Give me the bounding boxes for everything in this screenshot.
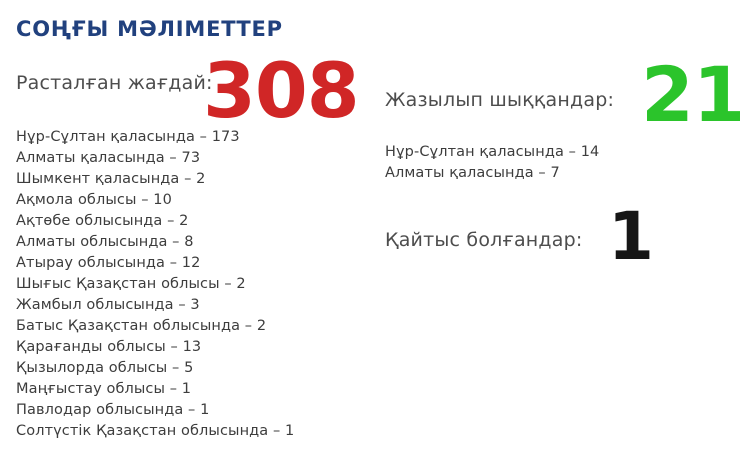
confirmed-region-item: Шымкент қаласында – 2 [16,171,206,187]
confirmed-region-item: Қызылорда облысы – 5 [16,360,194,376]
deaths-label: Қайтыс болғандар: [385,229,583,251]
confirmed-region-item: Батыс Қазақстан облысында – 2 [16,318,267,334]
confirmed-region-item: Ақмола облысы – 10 [16,192,172,208]
confirmed-region-item: Атырау облысында – 12 [16,255,201,271]
recovered-region-item: Алматы қаласында – 7 [385,165,560,181]
confirmed-region-item: Жамбыл облысында – 3 [16,297,200,313]
confirmed-region-item: Ақтөбе облысында – 2 [16,213,189,229]
confirmed-region-item: Алматы облысында – 8 [16,234,194,250]
confirmed-region-list: Нұр-Сұлтан қаласында – 173 Алматы қаласы… [16,127,294,442]
confirmed-region-item: Павлодар облысында – 1 [16,402,210,418]
recovered-region-list: Нұр-Сұлтан қаласында – 14 Алматы қаласын… [385,142,599,184]
recovered-region-item: Нұр-Сұлтан қаласында – 14 [385,144,600,160]
recovered-label: Жазылып шыққандар: [385,89,615,111]
confirmed-region-item: Нұр-Сұлтан қаласында – 173 [16,129,240,145]
confirmed-region-item: Қарағанды облысы – 13 [16,339,202,355]
confirmed-region-item: Солтүстік Қазақстан облысында – 1 [16,423,295,439]
confirmed-region-item: Шығыс Қазақстан облысы – 2 [16,276,246,292]
recovered-count: 21 [641,50,740,139]
deaths-count: 1 [608,198,654,275]
page-title: СОҢҒЫ МӘЛІМЕТТЕР [16,17,283,41]
confirmed-cases-label: Расталған жағдай: [16,72,213,94]
confirmed-cases-count: 308 [203,46,360,135]
confirmed-region-item: Маңғыстау облысы – 1 [16,381,192,397]
confirmed-region-item: Алматы қаласында – 73 [16,150,201,166]
